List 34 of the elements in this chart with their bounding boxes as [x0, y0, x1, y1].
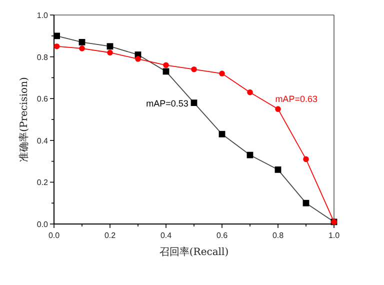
point	[274, 166, 282, 173]
y-tick-label: 0.2	[36, 178, 49, 188]
point	[218, 130, 226, 138]
y-tick-label: 0.0	[36, 220, 49, 229]
point	[162, 68, 170, 75]
x-tick-label: 0.0	[48, 231, 60, 240]
point	[54, 32, 60, 40]
point	[54, 43, 60, 50]
y-tick-label: 0.6	[36, 94, 49, 104]
point	[247, 89, 253, 96]
point	[303, 156, 309, 162]
point	[275, 106, 281, 112]
x-tick-label: 0.4	[160, 231, 172, 240]
x-tick-label: 0.6	[216, 231, 228, 240]
y-tick-label: 1.0	[36, 11, 49, 20]
annotation: mAP=0.53	[146, 98, 188, 108]
point	[302, 200, 310, 206]
point	[135, 56, 141, 62]
x-tick-label: 0.8	[272, 231, 284, 240]
x-tick-label: 0.2	[104, 231, 116, 240]
point	[106, 43, 114, 50]
x-axis-title: 召回率(Recall)	[159, 246, 229, 258]
x-tick-label: 1.0	[328, 231, 340, 240]
y-axis-title: 准确率(Precision)	[18, 76, 30, 162]
point	[190, 100, 198, 106]
point	[107, 50, 113, 56]
y-tick-label: 0.8	[36, 52, 49, 62]
point	[78, 38, 86, 46]
y-tick-label: 0.4	[36, 136, 49, 146]
point	[79, 46, 85, 52]
point	[163, 62, 169, 68]
point	[191, 66, 197, 72]
point	[219, 70, 225, 76]
annotation: mAP=0.63	[275, 94, 318, 104]
